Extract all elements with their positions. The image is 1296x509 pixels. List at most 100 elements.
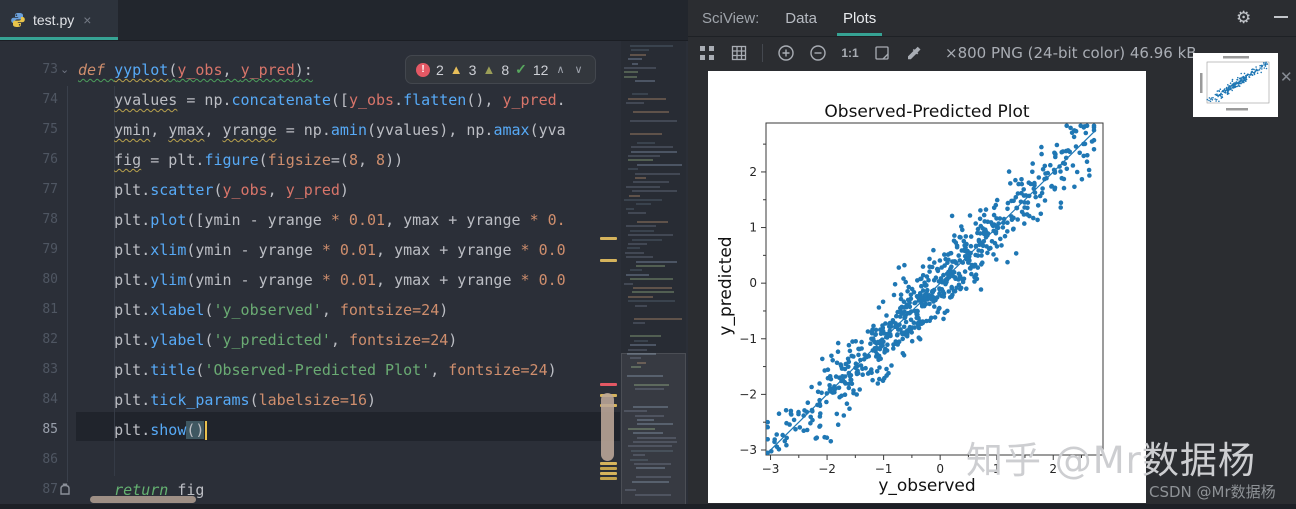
tab-data[interactable]: Data [785, 9, 817, 27]
scatter-plot-canvas: −3 −2 −1 0 1 2 −3 −2 −1 0 1 2 [739, 122, 1104, 476]
fold-toggle-icon[interactable]: ⌄ [60, 64, 70, 76]
line-number: 74 [42, 92, 58, 107]
axes-frame [765, 122, 1104, 456]
code-token: * 0.01 [330, 211, 386, 229]
code-line[interactable]: ymin, ymax, yrange = np.amin(yvalues), n… [78, 115, 566, 145]
horizontal-scrollbar[interactable] [90, 496, 196, 503]
code-line[interactable]: plt.show() [78, 415, 208, 445]
code-token: * 0.0 [520, 271, 566, 289]
plot-title: Observed-Predicted Plot [824, 102, 1030, 122]
code-line[interactable]: plt.scatter(y_obs, y_pred) [78, 175, 349, 205]
code-line[interactable]: return fig [78, 475, 204, 505]
code-token: , [267, 181, 286, 199]
y-tick-label: 2 [749, 165, 757, 179]
code-line[interactable]: plt.title('Observed-Predicted Plot', fon… [78, 355, 557, 385]
grid-icon[interactable] [730, 44, 748, 62]
sciview-header: SciView: Data Plots [688, 0, 1296, 37]
thumbnail-close-icon[interactable]: ✕ [1280, 69, 1293, 86]
code-token: y_obs [177, 61, 223, 79]
code-token: = plt. [141, 151, 205, 169]
code-line[interactable]: def yyplot(y_obs, y_pred): [78, 55, 313, 85]
stripe-mark[interactable] [600, 259, 617, 262]
code-token: , [321, 301, 340, 319]
stripe-mark[interactable] [600, 383, 617, 386]
code-token: (), [466, 91, 503, 109]
code-token: y_obs [348, 91, 395, 109]
code-token: . [394, 91, 404, 109]
minimap-viewport[interactable] [621, 353, 686, 505]
code-token: plt. [78, 391, 151, 409]
code-token: plot [150, 211, 187, 229]
code-line[interactable]: plt.tick_params(labelsize=16) [78, 385, 376, 415]
stripe-mark[interactable] [600, 477, 617, 480]
stripe-mark[interactable] [600, 472, 617, 475]
code-token [78, 151, 114, 169]
code-token: figsize [267, 151, 331, 169]
code-token: labelsize=16 [258, 391, 367, 409]
code-token [78, 121, 114, 139]
error-count: 2 [436, 61, 444, 78]
code-token: , ymax + yrange [376, 241, 521, 259]
plot-thumbnail[interactable] [1193, 53, 1278, 117]
code-token: def [78, 61, 115, 79]
fit-content-icon[interactable] [698, 44, 716, 62]
next-problem-icon[interactable]: ∨ [574, 64, 583, 76]
code-line[interactable]: plt.plot([ymin - yrange * 0.01, ymax + y… [78, 205, 566, 235]
code-token: () [186, 421, 205, 439]
text-caret [205, 421, 208, 440]
minimize-icon[interactable] [1274, 16, 1288, 18]
line-number: 87 [42, 482, 58, 497]
code-area[interactable]: def yyplot(y_obs, y_pred): yvalues = np.… [0, 55, 598, 505]
code-token: , [150, 121, 169, 139]
line-number: 81 [42, 302, 58, 317]
caret-row-highlight [76, 412, 620, 441]
code-token: 8 [376, 151, 386, 169]
code-token: return [114, 481, 178, 499]
plot-image[interactable]: Observed-Predicted Plot y_predicted y_ob… [708, 71, 1146, 503]
typo-icon: ✓ [515, 61, 527, 77]
code-token: 'y_observed' [213, 301, 322, 319]
tab-plots[interactable]: Plots [836, 1, 883, 36]
stripe-mark[interactable] [600, 462, 617, 465]
vertical-scrollbar[interactable] [601, 393, 614, 461]
code-token: xlabel [150, 301, 205, 319]
code-token: concatenate [231, 91, 331, 109]
line-number: 80 [42, 272, 58, 287]
python-file-icon [10, 12, 26, 28]
code-token: fontsize=24 [348, 331, 449, 349]
gear-icon[interactable]: ⚙ [1236, 8, 1252, 27]
code-line[interactable]: plt.xlim(ymin - yrange * 0.01, ymax + yr… [78, 235, 566, 265]
code-token: flatten [403, 91, 467, 109]
code-token: show [150, 421, 187, 439]
inspections-widget[interactable]: ! 2 ▲ 3 ▲ 8 ✓ 12 ∧ ∨ [405, 55, 596, 84]
code-token: xlim [150, 241, 187, 259]
y-tick-label: −2 [739, 387, 757, 401]
y-tick-label: −1 [739, 332, 757, 346]
code-token: ( [168, 61, 178, 79]
code-line[interactable]: fig = plt.figure(figsize=(8, 8)) [78, 145, 403, 175]
tab-close-icon[interactable]: × [83, 11, 92, 28]
zoom-in-icon[interactable] [777, 44, 795, 62]
crop-icon[interactable] [873, 44, 891, 62]
eyedropper-icon[interactable] [905, 44, 923, 62]
code-token: ) [448, 331, 458, 349]
code-line[interactable]: plt.xlabel('y_observed', fontsize=24) [78, 295, 448, 325]
code-token: . [556, 91, 566, 109]
scatter-points-group [766, 123, 1097, 455]
editor-pane: test.py × 73 74 75 76 77 78 79 80 81 82 83 84 85 86 87… [0, 0, 690, 509]
tab-active-underline [0, 37, 118, 40]
stripe-mark[interactable] [600, 237, 617, 240]
code-line[interactable]: plt.ylabel('y_predicted', fontsize=24) [78, 325, 457, 355]
code-token: , ymax + yrange [376, 271, 521, 289]
stripe-mark[interactable] [600, 467, 617, 470]
zoom-out-icon[interactable] [809, 44, 827, 62]
actual-size-icon[interactable]: 1:1 [841, 46, 859, 60]
prev-problem-icon[interactable]: ∧ [556, 64, 565, 76]
code-token: scatter [150, 181, 214, 199]
code-minimap[interactable] [621, 41, 686, 509]
bookmark-icon[interactable] [58, 483, 72, 502]
code-line[interactable]: yvalues = np.concatenate([y_obs.flatten(… [78, 85, 566, 115]
tab-test-py[interactable]: test.py × [0, 0, 118, 39]
x-tick-label: 1 [993, 462, 1001, 476]
code-line[interactable]: plt.ylim(ymin - yrange * 0.01, ymax + yr… [78, 265, 566, 295]
